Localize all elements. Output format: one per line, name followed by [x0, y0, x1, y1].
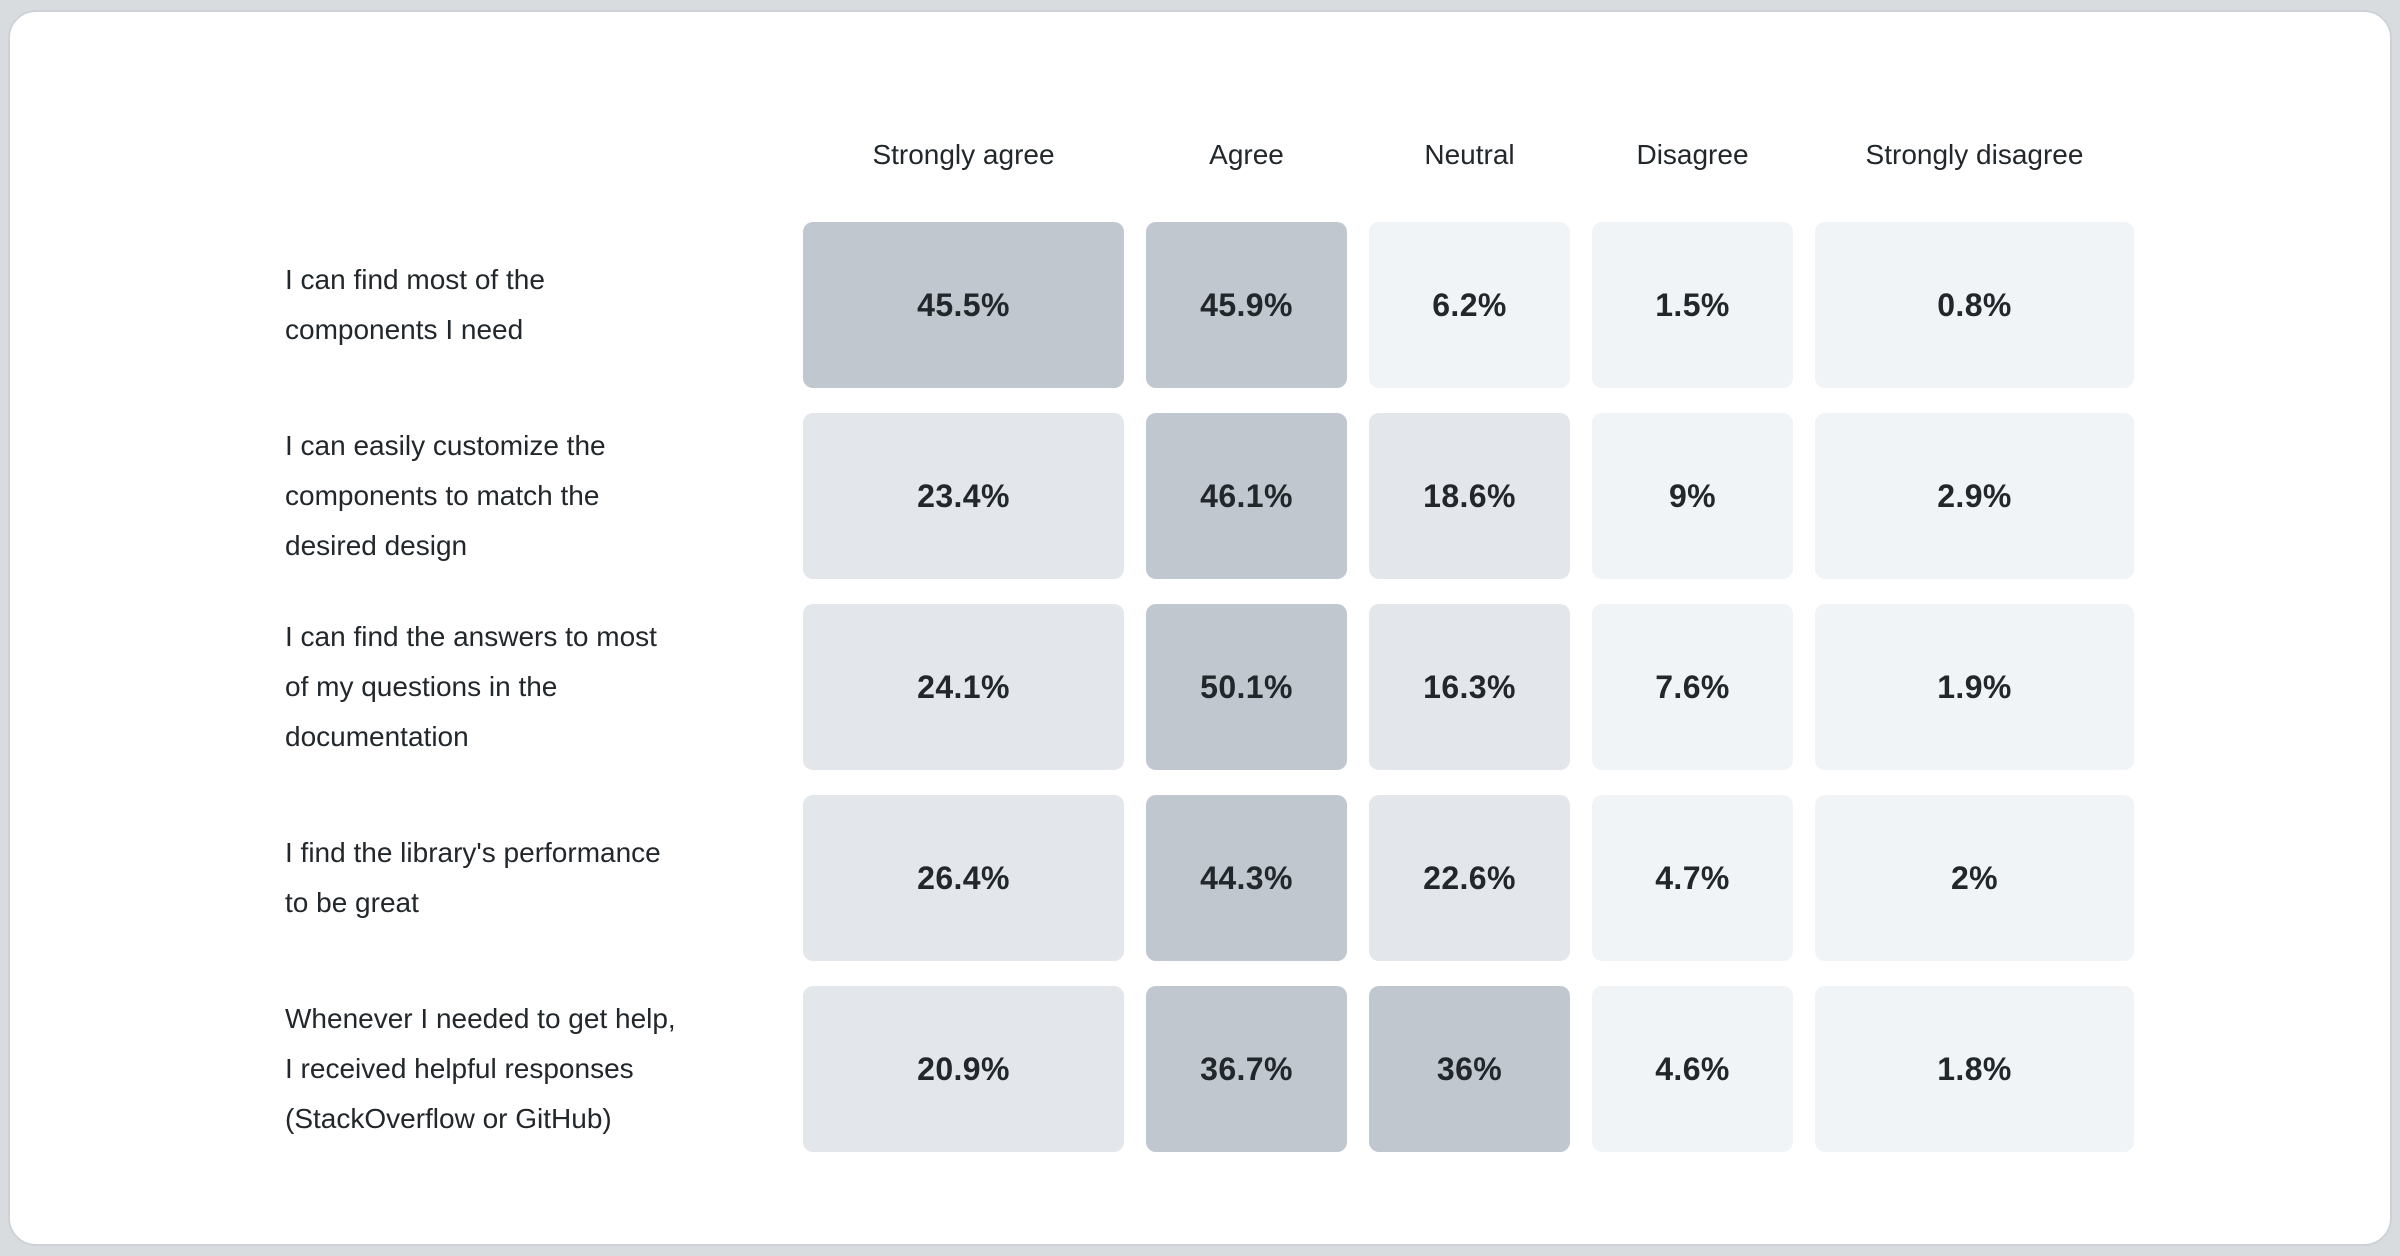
heatmap-cell: 23.4%: [803, 413, 1124, 579]
heatmap-cell: 1.9%: [1815, 604, 2134, 770]
heatmap-cell: 18.6%: [1369, 413, 1570, 579]
heatmap-cell: 7.6%: [1592, 604, 1793, 770]
heatmap-cell: 1.8%: [1815, 986, 2134, 1152]
heatmap-cell: 0.8%: [1815, 222, 2134, 388]
heatmap-cell: 45.5%: [803, 222, 1124, 388]
column-header-agree: Agree: [1209, 138, 1284, 170]
heatmap-cell: 6.2%: [1369, 222, 1570, 388]
table-corner-spacer: [285, 112, 781, 197]
heatmap-cell: 46.1%: [1146, 413, 1347, 579]
heatmap-cell: 44.3%: [1146, 795, 1347, 961]
column-header-strongly-agree: Strongly agree: [872, 138, 1055, 170]
survey-heatmap-card: Strongly agree Agree Neutral Disagree St…: [8, 10, 2392, 1246]
heatmap-cell: 2.9%: [1815, 413, 2134, 579]
row-question-label: I can easily customize the components to…: [285, 430, 606, 561]
heatmap-cell: 22.6%: [1369, 795, 1570, 961]
heatmap-cell: 2%: [1815, 795, 2134, 961]
heatmap-cell: 50.1%: [1146, 604, 1347, 770]
heatmap-cell: 1.5%: [1592, 222, 1793, 388]
heatmap-cell: 36%: [1369, 986, 1570, 1152]
column-header-strongly-disagree: Strongly disagree: [1865, 138, 2084, 170]
row-question-label: I can find the answers to most of my que…: [285, 621, 657, 752]
row-question-label: Whenever I needed to get help, I receive…: [285, 1003, 676, 1134]
heatmap-table: Strongly agree Agree Neutral Disagree St…: [285, 112, 2134, 1152]
heatmap-cell: 26.4%: [803, 795, 1124, 961]
heatmap-cell: 9%: [1592, 413, 1793, 579]
heatmap-cell: 45.9%: [1146, 222, 1347, 388]
row-question-label: I find the library's performance to be g…: [285, 837, 661, 918]
heatmap-cell: 36.7%: [1146, 986, 1347, 1152]
row-question-label: I can find most of the components I need: [285, 264, 545, 345]
heatmap-cell: 4.7%: [1592, 795, 1793, 961]
heatmap-cell: 24.1%: [803, 604, 1124, 770]
heatmap-cell: 20.9%: [803, 986, 1124, 1152]
column-header-neutral: Neutral: [1424, 138, 1515, 170]
heatmap-cell: 4.6%: [1592, 986, 1793, 1152]
column-header-disagree: Disagree: [1636, 138, 1749, 170]
heatmap-cell: 16.3%: [1369, 604, 1570, 770]
